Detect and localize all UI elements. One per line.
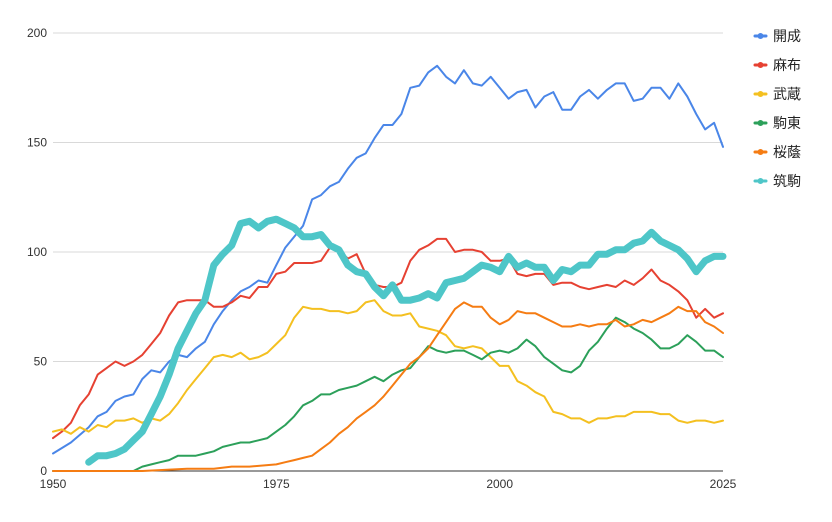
legend-item: 駒東 — [753, 115, 801, 131]
series-line-2 — [52, 299, 724, 435]
legend-label: 開成 — [773, 28, 801, 44]
y-tick-label: 50 — [34, 355, 48, 369]
legend-marker — [757, 33, 764, 39]
x-tick-label: 2000 — [486, 477, 513, 491]
legend-label: 桜蔭 — [773, 144, 801, 160]
legend-marker — [757, 62, 764, 68]
legend-label: 武蔵 — [773, 86, 801, 102]
series-line-4 — [52, 301, 724, 472]
x-tick-label: 1950 — [40, 477, 67, 491]
y-tick-label: 0 — [40, 464, 47, 478]
legend-item: 筑駒 — [753, 173, 801, 189]
legend-marker — [757, 178, 764, 184]
legend-item: 武蔵 — [753, 86, 801, 102]
series-line-0 — [52, 64, 724, 455]
legend-label: 駒東 — [773, 115, 801, 131]
legend-label: 筑駒 — [773, 173, 801, 189]
legend-item: 開成 — [753, 28, 801, 44]
axes: 0 50 100 150 200 1950 1975 2000 2025 — [27, 26, 737, 491]
legend-marker — [757, 149, 764, 155]
legend-item: 桜蔭 — [753, 144, 801, 160]
y-tick-label: 200 — [27, 26, 47, 40]
legend-label: 麻布 — [773, 57, 801, 73]
legend-marker — [757, 91, 764, 97]
y-tick-label: 100 — [27, 245, 47, 259]
series-lines — [52, 64, 727, 472]
y-tick-label: 150 — [27, 136, 47, 150]
legend-marker — [757, 120, 764, 126]
legend-item: 麻布 — [753, 57, 801, 73]
series-line-5 — [85, 215, 727, 466]
x-tick-label: 1975 — [263, 477, 290, 491]
x-tick-label: 2025 — [710, 477, 737, 491]
